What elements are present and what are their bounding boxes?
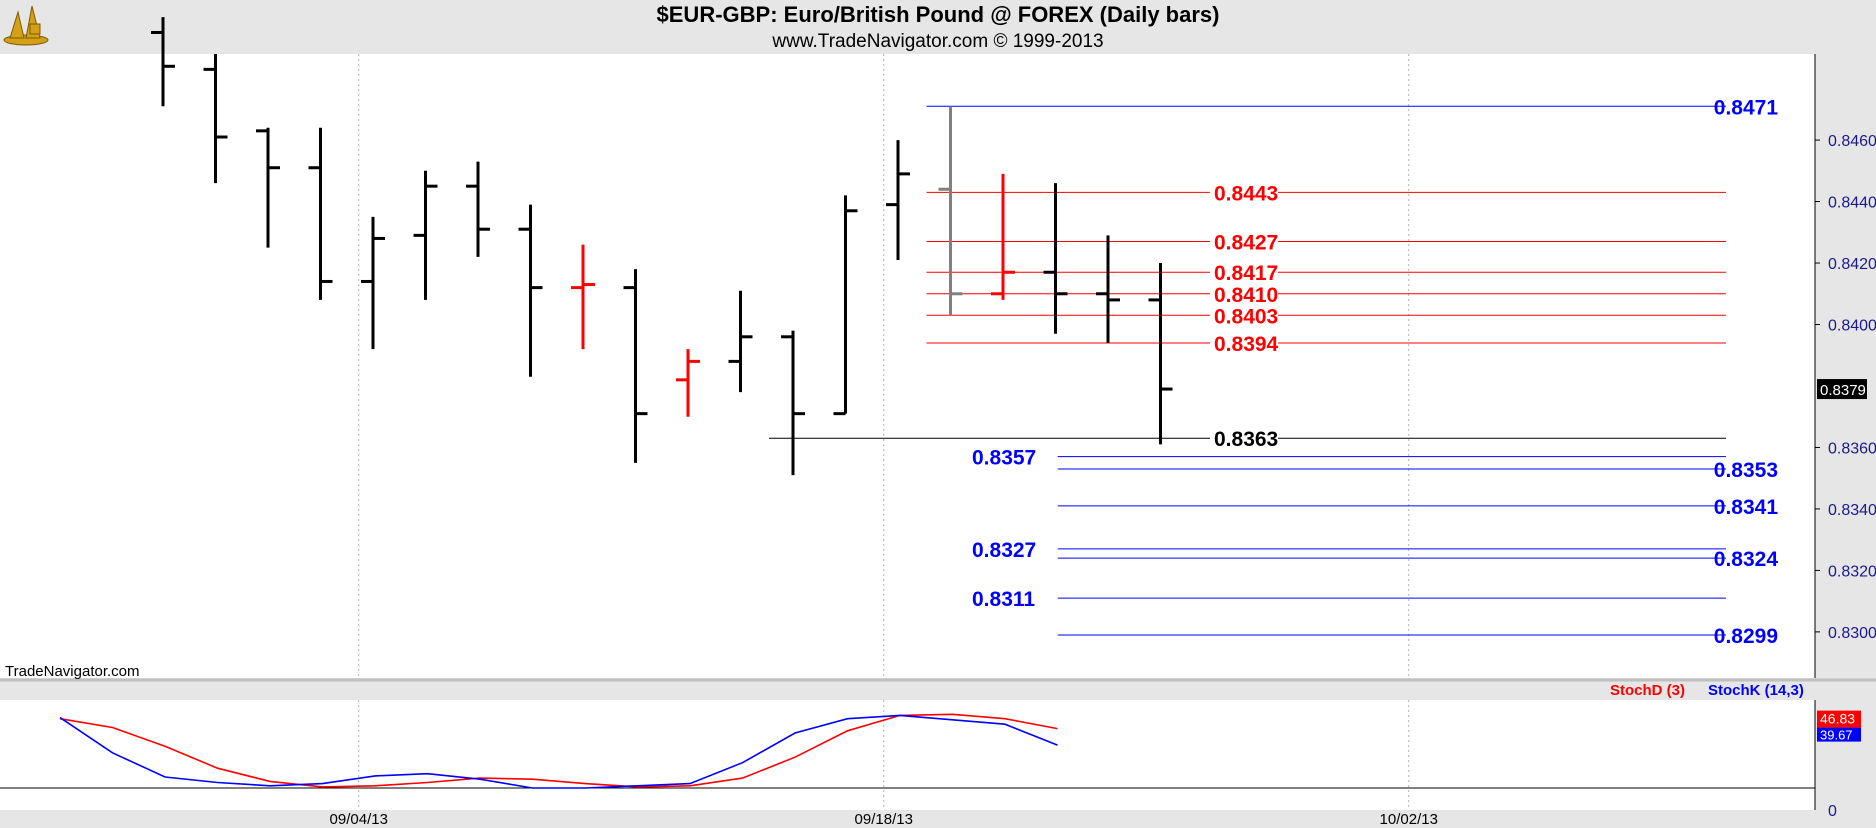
price-tick-label: 0.8340 [1828, 502, 1876, 519]
ohlc-bar [781, 330, 805, 476]
stoch-d-line [59, 713, 1058, 788]
level-label-bg [1210, 303, 1278, 328]
stoch-k-line [59, 714, 1058, 789]
level-label-bg [1210, 281, 1278, 306]
ohlc-bar [886, 140, 910, 260]
level-label-bg [1210, 229, 1278, 254]
level-label: 0.8443 [1214, 182, 1278, 205]
price-tick-label: 0.8360 [1828, 440, 1876, 457]
level-label-bg [1732, 456, 1800, 481]
ohlc-bar [466, 161, 490, 257]
level-label: 0.8324 [1714, 548, 1779, 571]
stoch-d-value-marker [1817, 710, 1861, 728]
date-tick-label: 09/18/13 [855, 811, 913, 828]
stoch-d-value: 46.83 [1820, 711, 1855, 727]
ohlc-bar [991, 173, 1015, 300]
price-tick-label: 0.8300 [1828, 625, 1876, 642]
last-price-marker [1817, 379, 1867, 400]
level-label-bg [1732, 546, 1800, 571]
ohlc-bar [361, 216, 385, 350]
ohlc-bar [938, 106, 963, 316]
level-label: 0.8410 [1214, 284, 1278, 307]
price-tick-label: 0.8400 [1828, 318, 1876, 335]
price-tick-label: 0.8420 [1828, 256, 1876, 273]
ohlc-bar [1148, 263, 1173, 445]
level-label-bg [1210, 180, 1278, 205]
level-label: 0.8403 [1214, 305, 1278, 328]
date-tick-label: 10/02/13 [1380, 811, 1438, 828]
level-label-bg [1210, 426, 1278, 451]
stoch-k-legend: StochK (14,3) [1708, 682, 1804, 699]
level-label: 0.8427 [1214, 232, 1278, 255]
level-label: 0.8417 [1214, 262, 1278, 285]
ohlc-bar [203, 54, 228, 184]
ohlc-bar [623, 269, 648, 463]
level-label-bg [968, 586, 1036, 611]
ohlc-bar [728, 290, 753, 393]
ohlc-bar [833, 195, 858, 416]
level-label: 0.8327 [972, 539, 1036, 562]
ohlc-bar [1096, 235, 1120, 343]
ohlc-bar [676, 349, 700, 417]
level-label: 0.8353 [1714, 459, 1778, 482]
date-tick-label: 09/04/13 [330, 811, 388, 828]
ohlc-bar [151, 17, 175, 107]
ohlc-bar [1043, 183, 1068, 334]
watermark-text: TradeNavigator.com [5, 663, 140, 680]
level-label-bg [1210, 330, 1278, 355]
level-label: 0.8311 [972, 588, 1035, 611]
level-label-bg [1732, 622, 1800, 647]
stoch-d-legend: StochD (3) [1610, 682, 1685, 699]
level-label: 0.8341 [1714, 496, 1779, 519]
stoch-k-value-marker [1817, 727, 1861, 742]
stochastic-panel [0, 700, 1815, 810]
stochastic-tick-label: 0 [1828, 803, 1837, 820]
level-label-bg [968, 444, 1036, 469]
level-label: 0.8363 [1214, 428, 1278, 451]
level-label: 0.8299 [1714, 625, 1778, 648]
chart-title: $EUR-GBP: Euro/British Pound @ FOREX (Da… [656, 2, 1220, 27]
chart-subtitle: www.TradeNavigator.com © 1999-2013 [772, 31, 1104, 52]
level-label-bg [1732, 493, 1800, 518]
stoch-k-value: 39.67 [1820, 728, 1853, 743]
level-label: 0.8394 [1214, 333, 1279, 356]
last-price-label: 0.8379 [1820, 382, 1866, 399]
trade-navigator-logo-icon [3, 5, 49, 46]
ohlc-bar [308, 127, 333, 300]
ohlc-bar [518, 204, 543, 377]
level-label: 0.8471 [1714, 96, 1779, 119]
price-panel [0, 54, 1815, 678]
price-tick-label: 0.8320 [1828, 563, 1876, 580]
ohlc-bar [571, 244, 595, 350]
level-label-bg [1210, 260, 1278, 285]
level-label-bg [968, 536, 1036, 561]
ohlc-bar [413, 170, 438, 300]
price-tick-label: 0.8460 [1828, 133, 1876, 150]
level-label: 0.8357 [972, 447, 1036, 470]
price-tick-label: 0.8440 [1828, 195, 1876, 212]
level-label-bg [1732, 94, 1800, 119]
chart-header: $EUR-GBP: Euro/British Pound @ FOREX (Da… [0, 0, 1876, 54]
ohlc-bar [256, 127, 280, 248]
